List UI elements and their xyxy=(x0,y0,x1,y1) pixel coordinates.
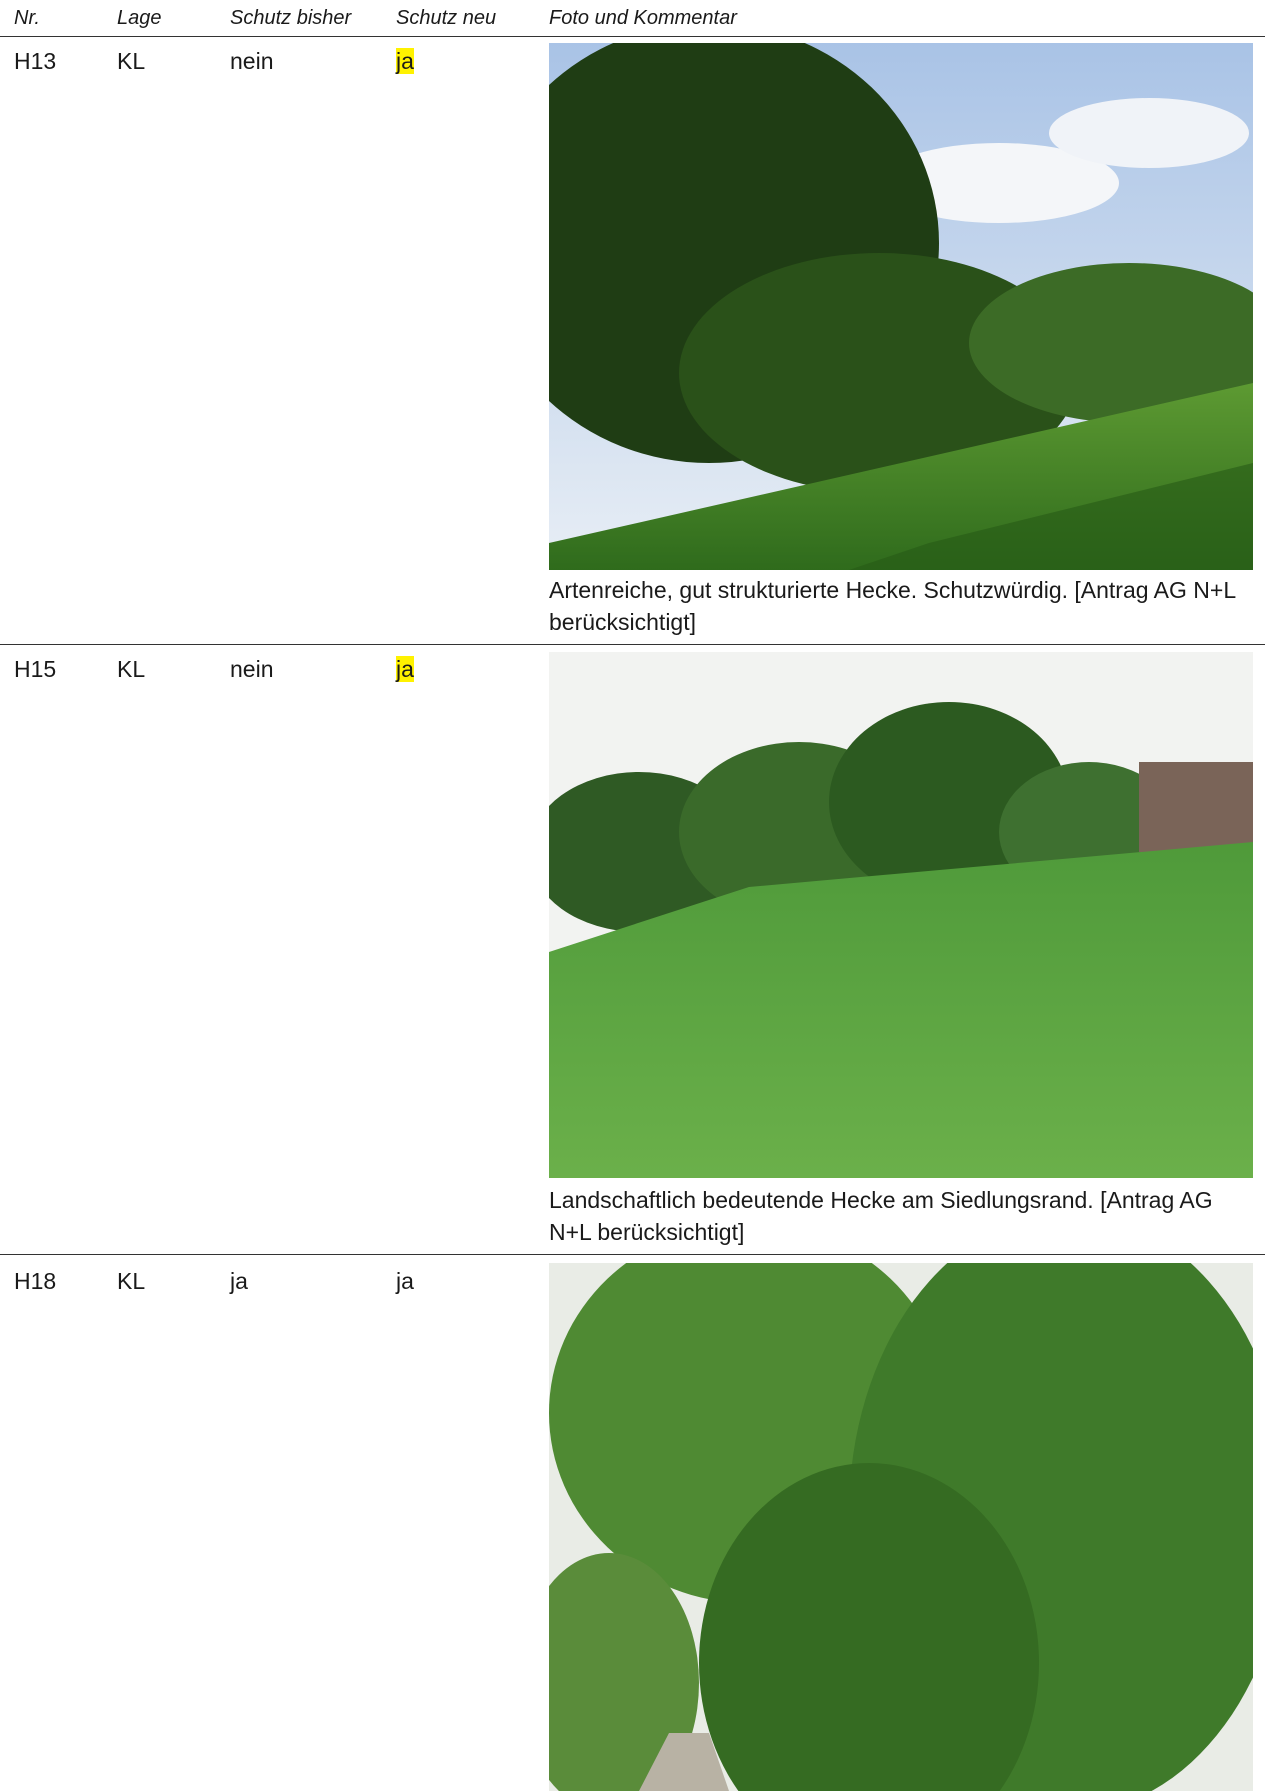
header-cell: Nr. xyxy=(14,7,40,29)
photo xyxy=(549,43,1253,570)
cell: KL xyxy=(117,656,146,682)
cell: H18 xyxy=(14,1268,57,1294)
cell: ja xyxy=(396,1268,414,1294)
cell: ja xyxy=(396,48,414,75)
cell: nein xyxy=(230,656,274,682)
cell: H15 xyxy=(14,656,57,682)
comment: Artenreiche, gut strukturierte Hecke. Sc… xyxy=(549,577,1236,635)
header-cell: Schutz bisher xyxy=(230,7,352,29)
header-cell: Lage xyxy=(117,7,162,29)
comment: Landschaftlich bedeutende Hecke am Siedl… xyxy=(549,1187,1213,1245)
header-cell: Schutz neu xyxy=(396,7,497,29)
cell: H13 xyxy=(14,48,57,74)
cell: ja xyxy=(230,1268,248,1294)
photo xyxy=(549,1263,1253,1791)
cell: KL xyxy=(117,48,146,74)
photo xyxy=(549,652,1253,1178)
highlight: ja xyxy=(396,48,414,74)
cell: ja xyxy=(396,656,414,683)
highlight: ja xyxy=(396,656,414,682)
row-separator xyxy=(0,1254,1265,1255)
cell: nein xyxy=(230,48,274,74)
row-separator xyxy=(0,36,1265,37)
row-separator xyxy=(0,644,1265,645)
header-cell: Foto und Kommentar xyxy=(549,7,737,29)
cell: KL xyxy=(117,1268,146,1294)
